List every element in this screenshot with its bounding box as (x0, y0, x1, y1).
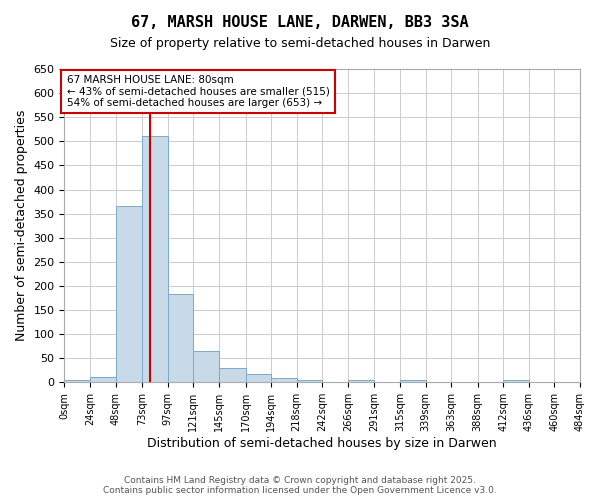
Bar (90, 376, 116, 382)
Bar (219, 368, 245, 382)
X-axis label: Distribution of semi-detached houses by size in Darwen: Distribution of semi-detached houses by … (148, 437, 497, 450)
Bar (348, 380, 374, 382)
Text: Size of property relative to semi-detached houses in Darwen: Size of property relative to semi-detach… (110, 38, 490, 51)
Bar (116, 206, 142, 382)
Bar (193, 351, 219, 382)
Bar (400, 380, 425, 382)
Text: Contains HM Land Registry data © Crown copyright and database right 2025.
Contai: Contains HM Land Registry data © Crown c… (103, 476, 497, 495)
Bar (168, 294, 193, 382)
Bar (64, 380, 90, 382)
Bar (503, 380, 529, 382)
Y-axis label: Number of semi-detached properties: Number of semi-detached properties (15, 110, 28, 342)
Text: 67 MARSH HOUSE LANE: 80sqm
← 43% of semi-detached houses are smaller (515)
54% o: 67 MARSH HOUSE LANE: 80sqm ← 43% of semi… (67, 75, 329, 108)
Bar (271, 378, 296, 382)
Bar (142, 136, 168, 382)
Text: 67, MARSH HOUSE LANE, DARWEN, BB3 3SA: 67, MARSH HOUSE LANE, DARWEN, BB3 3SA (131, 15, 469, 30)
Bar (296, 380, 322, 382)
Bar (245, 374, 271, 382)
